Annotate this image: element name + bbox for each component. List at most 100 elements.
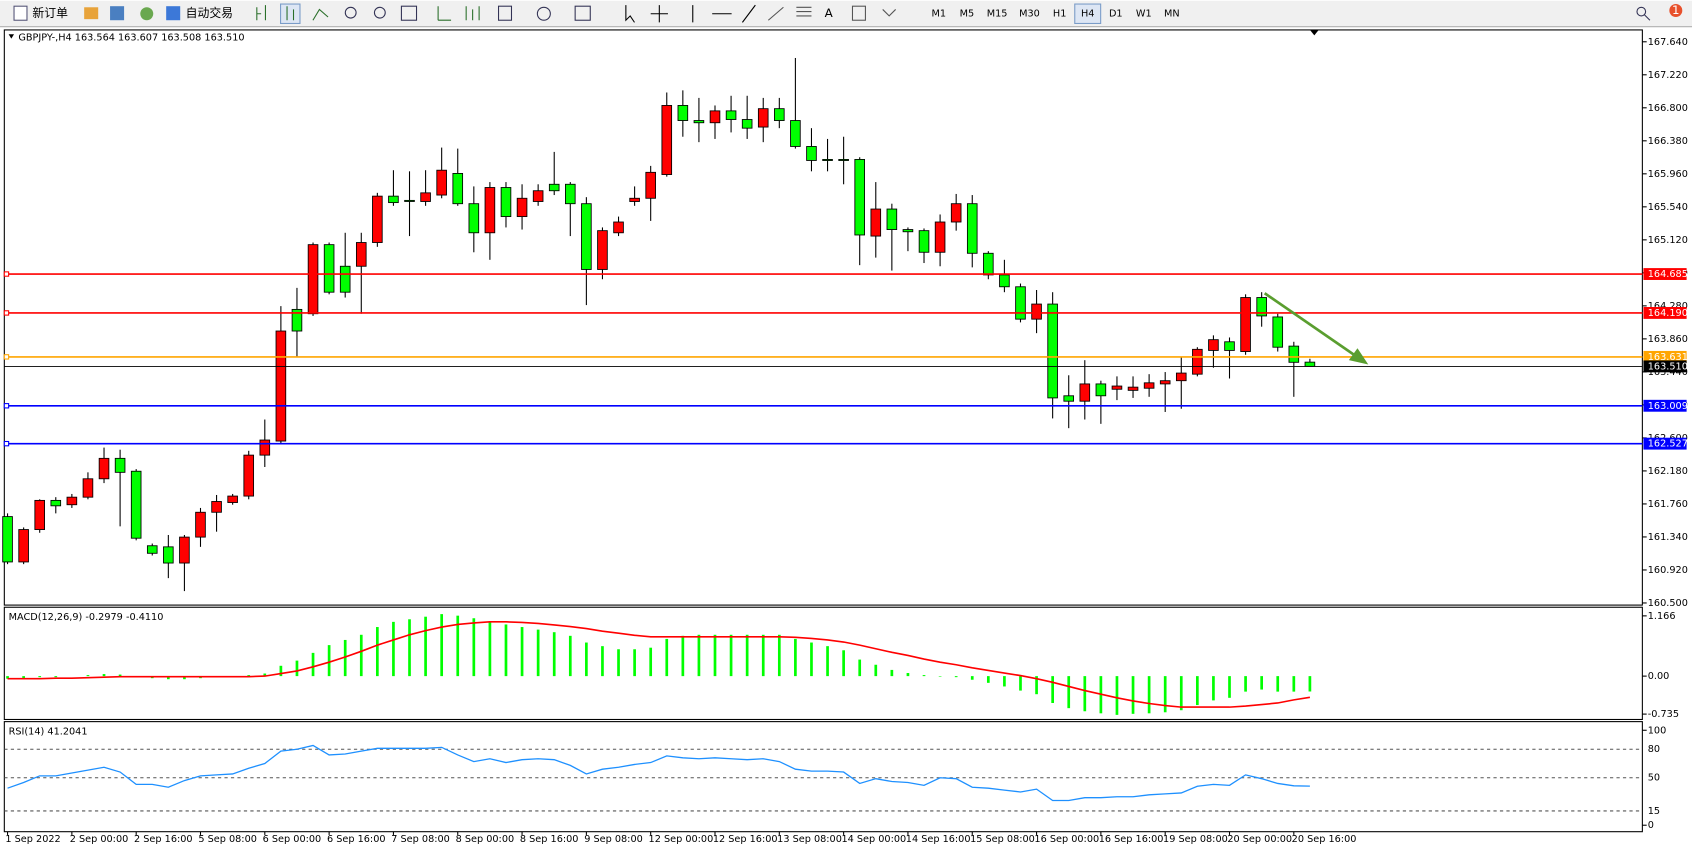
candle-body: [1079, 383, 1091, 402]
timeframe-button[interactable]: M1: [932, 9, 947, 20]
candle-body: [774, 108, 785, 121]
candle-body: [1063, 395, 1075, 402]
zoom-in-icon[interactable]: [344, 6, 357, 19]
x-tick-label: 20 Sep 00:00: [1227, 834, 1292, 845]
symbol-menu-icon[interactable]: [8, 34, 15, 39]
zoom-out-icon[interactable]: [373, 6, 386, 19]
new-order-button[interactable]: 新订单: [13, 5, 68, 21]
text-label-icon[interactable]: [851, 5, 866, 21]
candle-body: [918, 230, 930, 253]
autoscroll-icon[interactable]: [437, 6, 452, 21]
candle-body: [725, 110, 737, 120]
crosshair-icon[interactable]: [650, 5, 668, 23]
x-tick-label: 6 Sep 16:00: [327, 834, 386, 845]
periods-icon[interactable]: [536, 6, 551, 21]
candle-body: [275, 330, 287, 442]
level-label: 163.009: [1648, 401, 1688, 412]
candle-body: [597, 230, 608, 270]
y-tick-label: 166.800: [1648, 103, 1688, 114]
toolbar-icon[interactable]: [84, 7, 99, 20]
y-tick-label: 160.920: [1648, 565, 1688, 576]
x-tick-label: 13 Sep 08:00: [777, 834, 842, 845]
timeframe-button[interactable]: D1: [1109, 9, 1123, 20]
timeframe-bar: M1 M5 M15 M30 H1 H4 D1 W1 MN: [932, 3, 1180, 25]
candle-body: [1143, 382, 1155, 389]
shift-icon[interactable]: [465, 6, 480, 21]
candle-body: [790, 120, 801, 147]
chart-tools: [256, 3, 897, 25]
text-tool-icon[interactable]: A: [825, 6, 834, 20]
candle-body: [677, 105, 689, 121]
arrows-icon[interactable]: [882, 9, 897, 17]
candle-body: [323, 244, 335, 293]
timeframe-button[interactable]: M5: [960, 9, 975, 20]
candles-icon[interactable]: [286, 6, 295, 21]
line-tools-icon[interactable]: [692, 4, 756, 23]
auto-trading-button[interactable]: 自动交易: [166, 6, 233, 20]
new-order-icon: [13, 5, 28, 21]
candle-body: [18, 529, 29, 563]
candle-body: [1031, 303, 1042, 320]
candle-body: [114, 457, 126, 473]
candle-body: [179, 536, 190, 564]
timeframe-button[interactable]: M15: [987, 9, 1008, 20]
candle-body: [1304, 361, 1316, 367]
level-handle[interactable]: [3, 271, 10, 277]
candle-body: [741, 119, 753, 129]
search-icon[interactable]: [1636, 6, 1647, 17]
candle-body: [1272, 316, 1284, 348]
candle-body: [82, 478, 94, 498]
new-order-label: 新订单: [32, 6, 68, 20]
y-tick-label: 165.540: [1648, 202, 1688, 213]
rsi-pane: [3, 721, 1643, 833]
timeframe-button[interactable]: M30: [1019, 9, 1040, 20]
rsi-level-label: 80: [1648, 744, 1660, 755]
chart-shift-marker[interactable]: [1310, 29, 1319, 36]
rsi-line: [7, 744, 1310, 802]
level-handle[interactable]: [3, 310, 10, 316]
tile-icon[interactable]: [400, 5, 418, 21]
timeframe-button[interactable]: H4: [1081, 9, 1094, 20]
timeframe-button[interactable]: H1: [1053, 9, 1066, 20]
y-tick-label: -0.735: [1648, 709, 1679, 720]
chart-layer: 167.640 167.220 166.800 166.380 165.960 165.5…: [2, 37, 1688, 845]
y-tick-label: 161.760: [1648, 499, 1688, 510]
cursor-icon[interactable]: [625, 5, 635, 23]
candle-body: [661, 105, 673, 175]
candle-body: [1240, 297, 1251, 352]
candle-body: [822, 159, 833, 161]
candle-body: [565, 183, 576, 205]
indicators-icon[interactable]: [497, 5, 513, 21]
candle-body: [2, 516, 13, 563]
level-handle[interactable]: [3, 354, 10, 360]
candle-body: [838, 159, 849, 161]
notification-count: 1: [1672, 3, 1680, 17]
templates-icon[interactable]: [574, 5, 591, 21]
level-handle[interactable]: [3, 440, 10, 447]
fibo-icon[interactable]: [767, 6, 812, 21]
level-label-bg: [1643, 399, 1687, 412]
candle-body: [163, 546, 174, 564]
toolbar-icon[interactable]: [140, 7, 154, 21]
y-tick-label: 166.380: [1648, 136, 1688, 147]
candle-body: [548, 183, 560, 192]
candle-body: [339, 265, 351, 293]
candle-body: [1288, 345, 1300, 363]
timeframe-button[interactable]: W1: [1136, 9, 1152, 20]
level-label-bg: [1643, 307, 1687, 319]
toolbar-icon[interactable]: [110, 6, 125, 21]
y-tick-label: 164.280: [1648, 301, 1688, 312]
main-pane: [3, 29, 1643, 606]
line-icon[interactable]: [312, 8, 329, 21]
candles-icon-bg[interactable]: [280, 3, 301, 25]
candle-body: [934, 221, 946, 253]
candle-body: [259, 439, 271, 456]
timeframe-button[interactable]: MN: [1164, 9, 1180, 20]
level-handle[interactable]: [3, 403, 10, 409]
bars-icon[interactable]: [256, 5, 266, 21]
x-tick-label: 14 Sep 00:00: [841, 834, 906, 845]
x-tick-label: 16 Sep 16:00: [1099, 834, 1164, 845]
x-tick-label: 19 Sep 08:00: [1163, 834, 1228, 845]
notification-badge[interactable]: [1669, 4, 1683, 17]
